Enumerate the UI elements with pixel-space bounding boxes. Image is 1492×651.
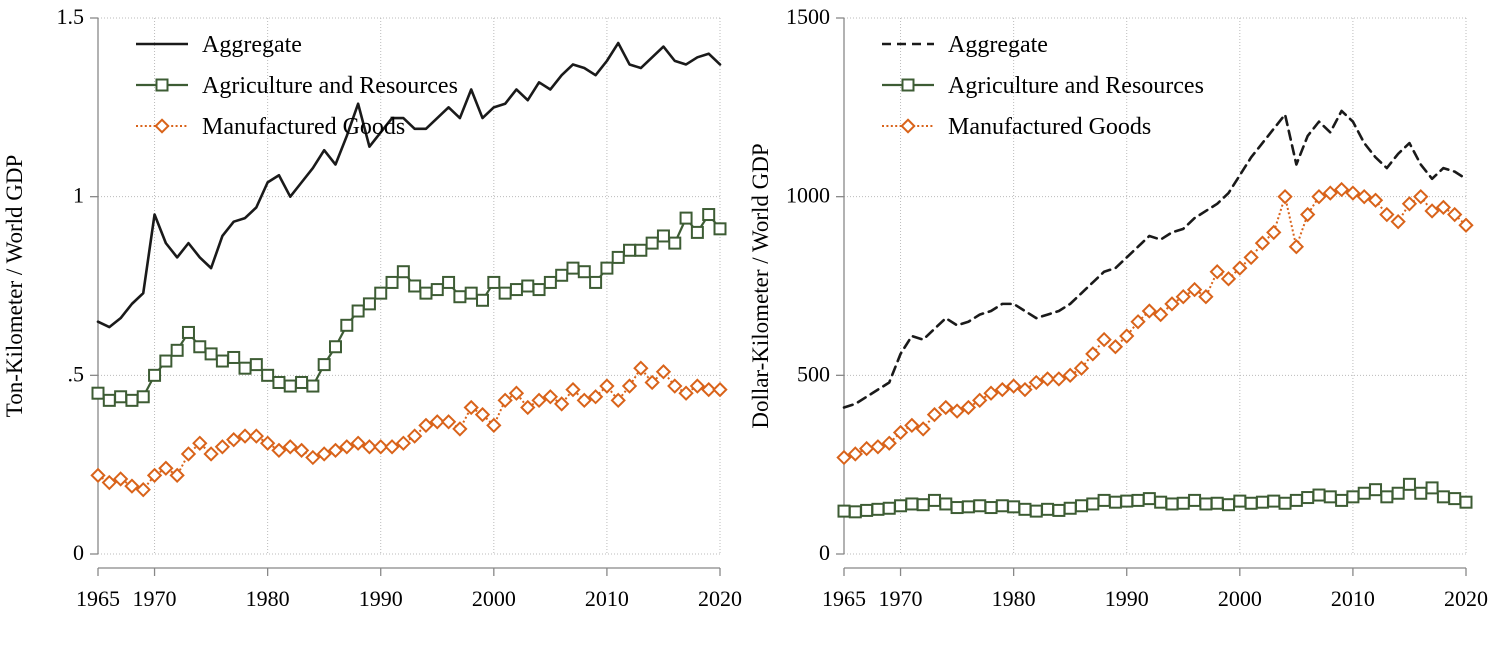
- svg-text:Manufactured Goods: Manufactured Goods: [948, 114, 1151, 140]
- svg-text:Aggregate: Aggregate: [202, 32, 302, 58]
- svg-text:1965: 1965: [76, 586, 120, 611]
- svg-text:1500: 1500: [786, 4, 830, 29]
- svg-text:1970: 1970: [879, 586, 923, 611]
- svg-text:1980: 1980: [992, 586, 1036, 611]
- svg-text:Manufactured Goods: Manufactured Goods: [202, 114, 405, 140]
- svg-text:1965: 1965: [822, 586, 866, 611]
- svg-text:Agriculture and Resources: Agriculture and Resources: [202, 73, 458, 99]
- svg-text:0: 0: [73, 540, 84, 565]
- svg-text:1990: 1990: [1105, 586, 1149, 611]
- svg-text:Agriculture and Resources: Agriculture and Resources: [948, 73, 1204, 99]
- svg-text:Ton-Kilometer / World GDP: Ton-Kilometer / World GDP: [2, 155, 27, 418]
- svg-text:1: 1: [73, 183, 84, 208]
- svg-text:1.5: 1.5: [57, 4, 85, 29]
- svg-text:500: 500: [797, 361, 830, 386]
- svg-text:1990: 1990: [359, 586, 403, 611]
- svg-text:2000: 2000: [472, 586, 516, 611]
- svg-text:1980: 1980: [246, 586, 290, 611]
- svg-text:2010: 2010: [1331, 586, 1375, 611]
- svg-text:.5: .5: [68, 361, 85, 386]
- svg-text:1970: 1970: [133, 586, 177, 611]
- svg-text:2000: 2000: [1218, 586, 1262, 611]
- svg-text:Aggregate: Aggregate: [948, 32, 1048, 58]
- svg-text:0: 0: [819, 540, 830, 565]
- svg-text:2020: 2020: [1444, 586, 1488, 611]
- svg-text:2020: 2020: [698, 586, 742, 611]
- svg-text:2010: 2010: [585, 586, 629, 611]
- svg-text:1000: 1000: [786, 183, 830, 208]
- svg-text:Dollar-Kilometer / World GDP: Dollar-Kilometer / World GDP: [748, 143, 773, 428]
